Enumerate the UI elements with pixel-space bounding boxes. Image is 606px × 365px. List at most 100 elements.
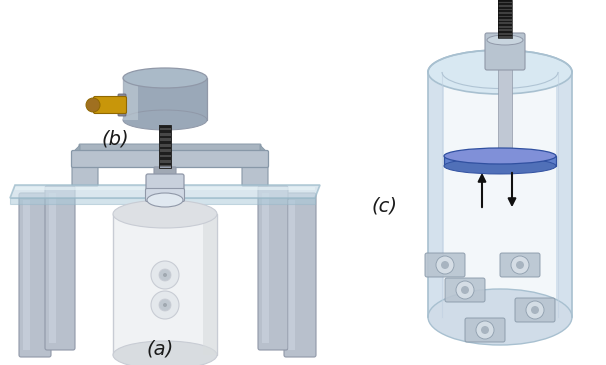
- Ellipse shape: [147, 193, 183, 207]
- FancyBboxPatch shape: [45, 186, 75, 350]
- Bar: [498, 35, 512, 36]
- Bar: [159, 144, 171, 146]
- FancyBboxPatch shape: [72, 154, 98, 186]
- FancyBboxPatch shape: [93, 96, 127, 114]
- Polygon shape: [73, 145, 80, 166]
- Circle shape: [456, 281, 474, 299]
- FancyBboxPatch shape: [500, 253, 540, 277]
- Text: (a): (a): [147, 339, 174, 358]
- Bar: [498, 0, 512, 38]
- Bar: [498, 31, 512, 33]
- FancyBboxPatch shape: [242, 154, 268, 186]
- Bar: [203, 214, 217, 355]
- Circle shape: [151, 261, 179, 289]
- Bar: [498, 29, 512, 31]
- Circle shape: [159, 269, 171, 281]
- Ellipse shape: [113, 200, 217, 228]
- Bar: [498, 68, 512, 148]
- Circle shape: [86, 98, 100, 112]
- FancyBboxPatch shape: [425, 253, 465, 277]
- Ellipse shape: [428, 289, 572, 345]
- FancyBboxPatch shape: [515, 298, 555, 322]
- Bar: [498, 23, 512, 24]
- Bar: [123, 78, 207, 120]
- Bar: [498, 28, 512, 29]
- Bar: [498, 10, 512, 12]
- Bar: [23, 200, 30, 350]
- Polygon shape: [10, 198, 315, 204]
- Ellipse shape: [444, 148, 556, 164]
- Bar: [159, 133, 171, 136]
- Bar: [498, 12, 512, 14]
- Bar: [159, 128, 171, 130]
- FancyBboxPatch shape: [445, 278, 485, 302]
- Circle shape: [436, 256, 454, 274]
- Bar: [498, 7, 512, 9]
- Bar: [159, 152, 171, 154]
- Polygon shape: [15, 187, 315, 190]
- Bar: [498, 3, 512, 5]
- FancyBboxPatch shape: [79, 144, 261, 158]
- Bar: [159, 154, 171, 157]
- Bar: [262, 193, 268, 343]
- Bar: [498, 19, 512, 21]
- FancyBboxPatch shape: [118, 94, 126, 116]
- Circle shape: [441, 261, 449, 269]
- Bar: [428, 72, 572, 317]
- Circle shape: [526, 301, 544, 319]
- Circle shape: [516, 261, 524, 269]
- Bar: [49, 193, 56, 343]
- Bar: [498, 0, 512, 2]
- Ellipse shape: [123, 110, 207, 130]
- Circle shape: [159, 299, 171, 311]
- Polygon shape: [260, 145, 267, 166]
- Ellipse shape: [428, 50, 572, 94]
- Circle shape: [476, 321, 494, 339]
- Bar: [498, 26, 512, 28]
- FancyBboxPatch shape: [145, 188, 184, 201]
- FancyBboxPatch shape: [485, 33, 525, 70]
- Circle shape: [481, 326, 489, 334]
- Bar: [159, 157, 171, 160]
- FancyBboxPatch shape: [258, 186, 288, 350]
- Bar: [498, 9, 512, 10]
- Bar: [498, 5, 512, 7]
- Ellipse shape: [487, 35, 523, 45]
- Bar: [159, 130, 171, 133]
- Bar: [428, 72, 444, 317]
- Text: (b): (b): [101, 129, 129, 148]
- Polygon shape: [10, 185, 320, 198]
- FancyBboxPatch shape: [19, 193, 51, 357]
- Bar: [444, 156, 556, 166]
- Bar: [159, 149, 171, 152]
- Circle shape: [163, 303, 167, 307]
- Circle shape: [163, 273, 167, 277]
- Bar: [159, 136, 171, 138]
- Bar: [498, 21, 512, 23]
- Bar: [159, 125, 171, 168]
- Bar: [159, 160, 171, 163]
- Bar: [498, 33, 512, 35]
- Bar: [159, 165, 171, 168]
- Bar: [556, 72, 572, 317]
- Bar: [123, 78, 138, 120]
- Bar: [159, 146, 171, 149]
- Circle shape: [151, 291, 179, 319]
- Bar: [159, 125, 171, 128]
- Bar: [498, 14, 512, 16]
- FancyBboxPatch shape: [465, 318, 505, 342]
- FancyBboxPatch shape: [72, 150, 268, 168]
- Ellipse shape: [123, 68, 207, 88]
- Bar: [498, 16, 512, 17]
- Bar: [288, 200, 295, 350]
- Bar: [159, 163, 171, 165]
- Text: (c): (c): [372, 197, 398, 216]
- Ellipse shape: [444, 158, 556, 174]
- Bar: [113, 214, 217, 355]
- Bar: [498, 24, 512, 26]
- FancyBboxPatch shape: [284, 193, 316, 357]
- Bar: [159, 141, 171, 144]
- Bar: [498, 2, 512, 3]
- Circle shape: [511, 256, 529, 274]
- Bar: [159, 138, 171, 141]
